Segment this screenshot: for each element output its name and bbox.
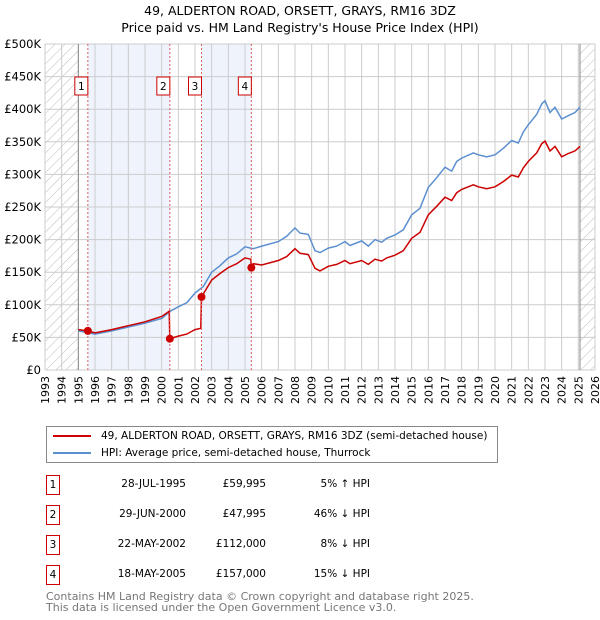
sale-hpi-diff: 15% ↓ HPI: [313, 568, 370, 580]
x-tick-label: 2002: [189, 376, 202, 404]
legend-item-property: 49, ALDERTON ROAD, ORSETT, GRAYS, RM16 3…: [53, 428, 487, 444]
sale-date: 22-MAY-2002: [117, 538, 186, 550]
x-tick-label: 2024: [556, 376, 569, 404]
footer-licence: This data is licensed under the Open Gov…: [46, 601, 397, 614]
x-tick-label: 1994: [56, 376, 69, 404]
x-tick-label: 2006: [256, 376, 269, 404]
sale-label: 2: [160, 81, 167, 93]
y-tick-label: £50K: [12, 330, 42, 344]
x-tick-label: 2000: [156, 376, 169, 404]
sale-label: 4: [241, 81, 248, 93]
y-tick-label: £100K: [4, 298, 41, 312]
x-tick-label: 2018: [456, 376, 469, 404]
sale-row: 1 28-JUL-1995 £59,995 5% ↑ HPI: [46, 475, 446, 495]
sale-row: 4 18-MAY-2005 £157,000 15% ↓ HPI: [46, 565, 446, 585]
legend-item-hpi: HPI: Average price, semi-detached house,…: [53, 445, 370, 461]
sale-price: £112,000: [215, 538, 266, 550]
x-tick-label: 2007: [272, 376, 285, 404]
y-tick-label: £350K: [4, 135, 41, 149]
x-tick-label: 2026: [589, 376, 600, 404]
x-tick-label: 2014: [389, 376, 402, 404]
sale-hpi-diff: 8% ↓ HPI: [320, 538, 370, 550]
series-line: [78, 99, 581, 335]
sale-price: £59,995: [222, 478, 266, 490]
legend-label: HPI: Average price, semi-detached house,…: [101, 447, 371, 459]
y-tick-label: £400K: [4, 102, 41, 116]
x-tick-label: 1996: [89, 376, 102, 404]
sale-date: 28-JUL-1995: [121, 478, 186, 490]
x-tick-label: 2001: [172, 376, 185, 404]
x-tick-label: 2009: [306, 376, 319, 404]
x-tick-label: 1998: [122, 376, 135, 404]
x-tick-label: 2012: [356, 376, 369, 404]
sale-point: [247, 263, 256, 272]
x-tick-label: 2025: [572, 376, 585, 404]
x-tick-label: 2020: [489, 376, 502, 404]
x-tick-label: 2008: [289, 376, 302, 404]
footer-copyright: Contains HM Land Registry data © Crown c…: [46, 590, 474, 603]
y-tick-label: £150K: [4, 265, 41, 279]
sale-label-box: [156, 76, 171, 96]
sale-label-box: [188, 76, 202, 96]
chart-subtitle: Price paid vs. HM Land Registry's House …: [121, 20, 479, 35]
x-tick-label: 1997: [106, 376, 119, 404]
chart-title: 49, ALDERTON ROAD, ORSETT, GRAYS, RM16 3…: [144, 3, 456, 18]
legend-label: 49, ALDERTON ROAD, ORSETT, GRAYS, RM16 3…: [101, 430, 488, 442]
x-tick-label: 2023: [539, 376, 552, 404]
x-tick-label: 2017: [439, 376, 452, 404]
sale-point: [165, 334, 174, 343]
x-tick-label: 2022: [522, 376, 535, 404]
x-tick-label: 2013: [372, 376, 385, 404]
y-tick-label: £0: [26, 363, 41, 377]
sale-number: 3: [46, 535, 60, 555]
y-tick-label: £200K: [4, 233, 41, 247]
sale-label-box: [74, 76, 89, 96]
legend-swatch-red: [53, 435, 91, 437]
y-tick-label: £300K: [4, 167, 41, 181]
legend-swatch-blue: [53, 452, 91, 454]
sale-hpi-diff: 46% ↓ HPI: [313, 508, 370, 520]
x-tick-label: 2015: [406, 376, 419, 404]
sale-number: 1: [46, 475, 60, 495]
sale-date: 29-JUN-2000: [119, 508, 186, 520]
y-tick-label: £450K: [4, 70, 41, 84]
sale-hpi-diff: 5% ↑ HPI: [320, 478, 370, 490]
x-tick-label: 1999: [139, 376, 152, 404]
x-tick-label: 1993: [39, 376, 52, 404]
x-tick-label: 2004: [222, 376, 235, 404]
price-chart: 1 2 3 4 1993 1994 1995 1996 1997 1998 1999 2000 2001…: [4, 37, 600, 404]
x-tick-label: 2016: [422, 376, 435, 404]
sale-number: 4: [46, 565, 60, 585]
sale-row: 3 22-MAY-2002 £112,000 8% ↓ HPI: [46, 535, 446, 555]
y-tick-label: £250K: [4, 200, 41, 214]
x-tick-label: 2005: [239, 376, 252, 404]
sale-label: 3: [192, 81, 199, 93]
x-tick-label: 2010: [322, 376, 335, 404]
x-tick-label: 2021: [506, 376, 519, 404]
legend: 49, ALDERTON ROAD, ORSETT, GRAYS, RM16 3…: [46, 426, 498, 463]
sale-date: 18-MAY-2005: [117, 568, 186, 580]
x-tick-label: 1995: [72, 376, 85, 404]
series-line: [78, 139, 581, 340]
x-tick-label: 2019: [472, 376, 485, 404]
sale-price: £47,995: [222, 508, 266, 520]
sale-point: [83, 326, 92, 335]
sale-price: £157,000: [215, 568, 266, 580]
sale-label: 1: [78, 81, 85, 93]
sale-point: [197, 292, 206, 301]
sale-row: 2 29-JUN-2000 £47,995 46% ↓ HPI: [46, 505, 446, 525]
x-tick-label: 2011: [339, 376, 352, 404]
sale-label-box: [237, 76, 252, 96]
sale-number: 2: [46, 505, 60, 525]
y-tick-label: £500K: [4, 37, 41, 51]
x-tick-label: 2003: [206, 376, 219, 404]
